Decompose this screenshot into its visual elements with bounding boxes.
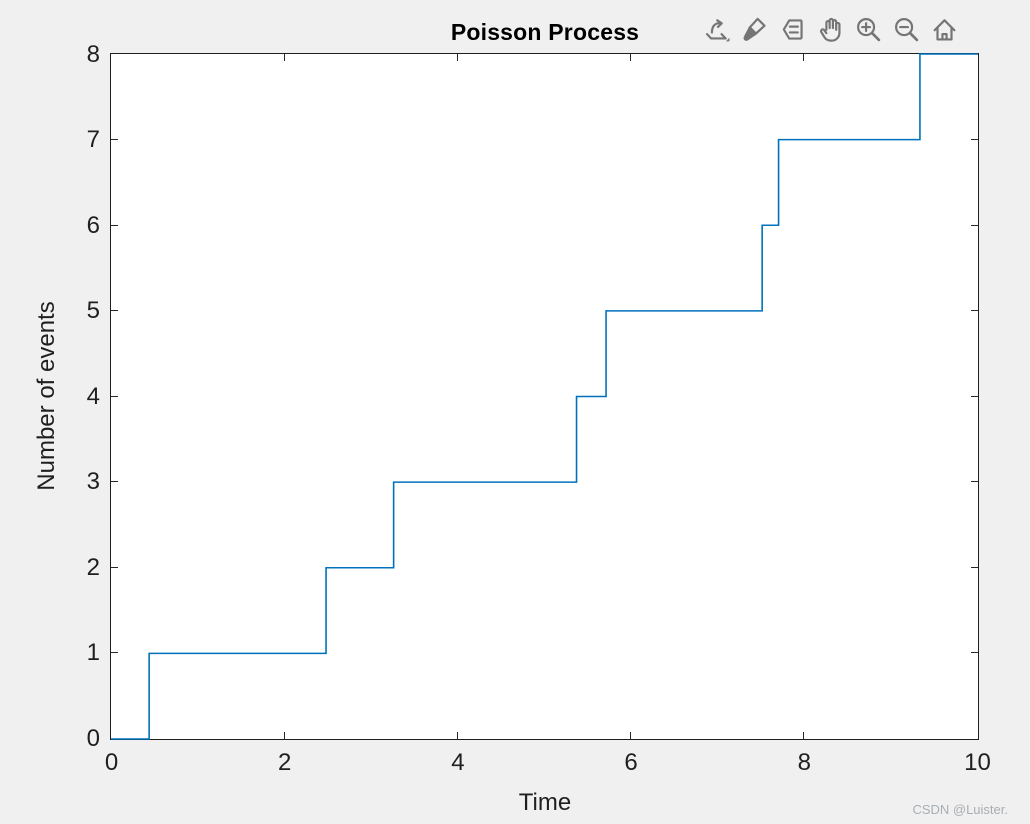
tick-mark: [111, 224, 118, 226]
x-tick-label: 10: [964, 749, 991, 776]
y-tick-label: 5: [86, 297, 100, 324]
y-tick-label: 1: [86, 639, 100, 666]
y-tick-label: 8: [86, 40, 100, 68]
tick-mark: [111, 566, 118, 568]
tick-mark: [630, 732, 632, 739]
tick-mark: [111, 310, 118, 311]
tick-mark: [111, 481, 118, 482]
y-tick-label: 3: [86, 468, 100, 495]
y-axis-label: Number of events: [33, 301, 60, 491]
y-tick-label: 7: [86, 126, 100, 153]
export-icon[interactable]: [701, 13, 732, 46]
tick-mark: [456, 54, 458, 61]
tick-mark: [283, 54, 285, 61]
step-line-series: [111, 53, 978, 740]
brush-icon[interactable]: [739, 13, 770, 46]
x-axis-label: Time: [518, 789, 572, 816]
zoom-out-icon[interactable]: [891, 13, 922, 46]
pan-icon[interactable]: [815, 13, 846, 46]
tick-mark: [630, 54, 632, 61]
tick-mark: [803, 54, 805, 61]
restore-view-icon[interactable]: [929, 13, 960, 46]
tick-mark: [971, 566, 978, 568]
y-tick-label: 6: [86, 211, 100, 239]
tick-mark: [111, 395, 118, 397]
tick-mark: [111, 652, 118, 653]
plot-area[interactable]: [110, 53, 979, 740]
y-tick-label: 0: [86, 724, 100, 752]
x-tick-label: 8: [797, 749, 811, 776]
y-tick-label: 2: [86, 553, 100, 581]
tick-mark: [971, 139, 978, 140]
tick-mark: [803, 732, 805, 739]
x-tick-label: 0: [104, 749, 119, 776]
tick-mark: [971, 224, 978, 226]
y-tick-label: 4: [86, 382, 100, 410]
x-tick-label: 4: [451, 749, 465, 776]
poisson-step-line: [111, 53, 978, 740]
tick-mark: [971, 310, 978, 311]
chart-title: Poisson Process: [450, 19, 640, 45]
tick-mark: [456, 732, 458, 739]
x-tick-label: 2: [278, 749, 292, 776]
tick-mark: [971, 652, 978, 653]
tick-mark: [111, 139, 118, 140]
x-tick-label: 6: [624, 749, 638, 776]
tick-mark: [971, 395, 978, 397]
axes-toolbar: [701, 13, 960, 46]
watermark: CSDN @Luister.: [912, 802, 1008, 817]
tick-mark: [971, 481, 978, 482]
datatips-icon[interactable]: [777, 13, 808, 46]
zoom-in-icon[interactable]: [853, 13, 884, 46]
tick-mark: [283, 732, 285, 739]
